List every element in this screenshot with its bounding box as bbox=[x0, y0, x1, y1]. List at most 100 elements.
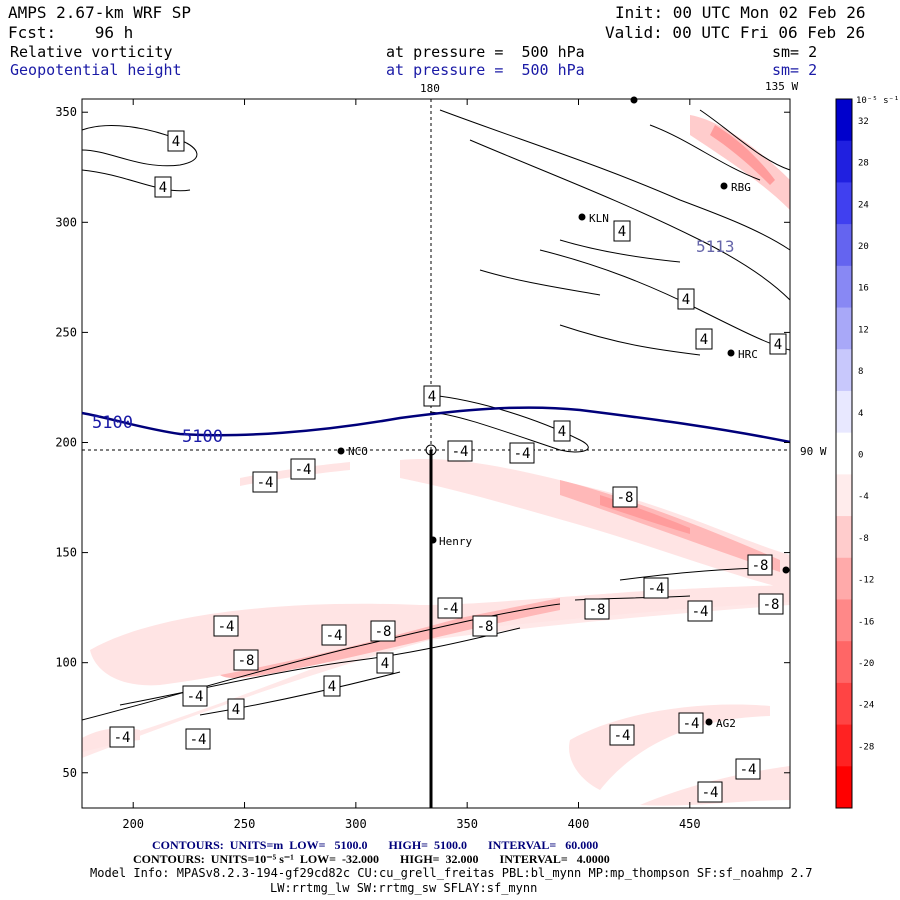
y-tick-label: 200 bbox=[55, 435, 77, 449]
station-henry-label: Henry bbox=[439, 535, 472, 548]
y-tick-label: 50 bbox=[63, 766, 77, 780]
colorbar-swatch bbox=[836, 265, 852, 309]
footer-contours-vorticity: CONTOURS: UNITS=10⁻⁵ s⁻¹ LOW= -32.000 HI… bbox=[133, 852, 610, 866]
contour-label-box bbox=[678, 712, 704, 734]
colorbar-swatch bbox=[836, 182, 852, 225]
colorbar: 32 28 24 20 16 12 8 4 0 -4 -8 -12 -16 -20 -24 -28 10⁻⁵ s… bbox=[835, 96, 899, 809]
x-tick-label: 400 bbox=[568, 817, 590, 831]
colorbar-swatch bbox=[836, 390, 852, 434]
footer-contours-height: CONTOURS: UNITS=m LOW= 5100.0 HIGH= 5100… bbox=[152, 838, 599, 852]
contour-label-box bbox=[472, 615, 498, 637]
y-tick-label: 350 bbox=[55, 105, 77, 119]
colorbar-tick-label: 8 bbox=[858, 367, 863, 377]
lon-top-right-label: 135 W bbox=[765, 80, 798, 93]
colorbar-tick-label: 20 bbox=[858, 242, 869, 252]
contour-label: -4 bbox=[683, 716, 700, 732]
contour-label: 4 bbox=[558, 424, 566, 440]
colorbar-tick-label: 24 bbox=[858, 200, 869, 210]
footer-model-info-2: LW:rrtmg_lw SW:rrtmg_sw SFLAY:sf_mynn bbox=[270, 881, 538, 895]
contour-label-box bbox=[370, 620, 396, 642]
colorbar-swatch bbox=[836, 682, 852, 726]
colorbar-tick-label: -16 bbox=[858, 617, 874, 627]
contour-label: -4 bbox=[702, 785, 719, 801]
contour-label-box bbox=[167, 130, 185, 152]
plot-frame bbox=[81, 98, 791, 809]
station-ag2-marker bbox=[705, 718, 713, 726]
height-5100-contour bbox=[81, 406, 791, 444]
station-hrc-label: HRC bbox=[738, 348, 758, 361]
height-label-2: 5100 bbox=[182, 427, 223, 447]
colorbar-tick-label: -8 bbox=[858, 534, 869, 544]
contour-label-box bbox=[447, 440, 473, 462]
station-kln-label: KLN bbox=[589, 212, 609, 225]
x-tick-label: 300 bbox=[345, 817, 367, 831]
colorbar-swatch bbox=[836, 766, 852, 809]
contour-label-box bbox=[185, 728, 211, 750]
contour-label-box bbox=[697, 781, 723, 803]
colorbar-tick-label: 12 bbox=[858, 325, 869, 335]
pressure2-label: at pressure = 500 hPa bbox=[386, 61, 585, 79]
x-tick-label: 200 bbox=[122, 817, 144, 831]
contour-label: -4 bbox=[514, 446, 531, 462]
contour-label-box bbox=[227, 698, 245, 720]
contour-label: -4 bbox=[190, 732, 207, 748]
contour-label-box bbox=[252, 471, 278, 493]
sm1-label: sm= 2 bbox=[772, 43, 818, 61]
contour-label-box bbox=[154, 176, 172, 198]
valid-time: Valid: 00 UTC Fri 06 Feb 26 bbox=[605, 23, 866, 42]
contour-label-box bbox=[677, 288, 695, 310]
contour-label: 4 bbox=[159, 180, 167, 196]
y-tick-label: 100 bbox=[55, 656, 77, 670]
contour-label-box bbox=[323, 675, 341, 697]
sm2-label: sm= 2 bbox=[772, 61, 818, 79]
colorbar-swatch bbox=[836, 307, 852, 350]
height-label-3: 5113 bbox=[696, 237, 735, 256]
contour-label: 4 bbox=[172, 134, 180, 150]
station-hrc-marker bbox=[727, 349, 735, 357]
contour-label: -4 bbox=[740, 762, 757, 778]
contour-label-box bbox=[423, 385, 441, 407]
colorbar-swatch bbox=[836, 432, 852, 475]
contour-label-box bbox=[213, 615, 239, 637]
footer-model-info: Model Info: MPASv8.2.3-194-gf29cd82c CU:… bbox=[90, 866, 813, 880]
contour-label-box bbox=[321, 624, 347, 646]
y-tick-label: 250 bbox=[55, 325, 77, 339]
colorbar-swatch bbox=[836, 641, 852, 684]
contour-label-box bbox=[687, 600, 713, 622]
contour-label: 4 bbox=[700, 332, 708, 348]
contour-label: -4 bbox=[692, 604, 709, 620]
height-label-1: 5100 bbox=[92, 413, 133, 433]
colorbar-swatch bbox=[836, 224, 852, 267]
station-ag2-label: AG2 bbox=[716, 717, 736, 730]
colorbar-swatch bbox=[836, 349, 852, 392]
station-rbg-label: RBG bbox=[731, 181, 751, 194]
contour-label: -4 bbox=[452, 444, 469, 460]
colorbar-tick-label: 32 bbox=[858, 117, 869, 127]
colorbar-tick-label: -24 bbox=[858, 701, 874, 711]
colorbar-tick-label: 28 bbox=[858, 159, 869, 169]
colorbar-unit-label: 10⁻⁵ s⁻¹ bbox=[856, 96, 899, 106]
station-henry-marker bbox=[429, 536, 437, 544]
contour-label-box bbox=[758, 593, 784, 615]
contour-label: -4 bbox=[218, 619, 235, 635]
contour-label: -8 bbox=[375, 624, 392, 640]
contour-label-box bbox=[290, 458, 316, 480]
colorbar-tick-label: 4 bbox=[858, 409, 863, 419]
contour-label-box bbox=[109, 726, 135, 748]
colorbar-tick-label: 0 bbox=[858, 451, 863, 461]
x-tick-label: 250 bbox=[234, 817, 256, 831]
lon-right-label: 90 W bbox=[800, 445, 827, 458]
contour-label: -4 bbox=[114, 730, 131, 746]
contour-label-box bbox=[584, 598, 610, 620]
contour-label-box bbox=[437, 597, 463, 619]
contour-label-box bbox=[233, 649, 259, 671]
station-nco-label: NCO bbox=[348, 445, 368, 458]
contour-label-box bbox=[376, 652, 394, 674]
contour-label: 4 bbox=[428, 389, 436, 405]
colorbar-frame bbox=[835, 98, 853, 809]
contour-label: -4 bbox=[257, 475, 274, 491]
contour-label-box bbox=[609, 724, 635, 746]
colorbar-tick-label: -20 bbox=[858, 659, 874, 669]
contour-label-box bbox=[747, 554, 773, 576]
contour-label-box bbox=[735, 758, 761, 780]
